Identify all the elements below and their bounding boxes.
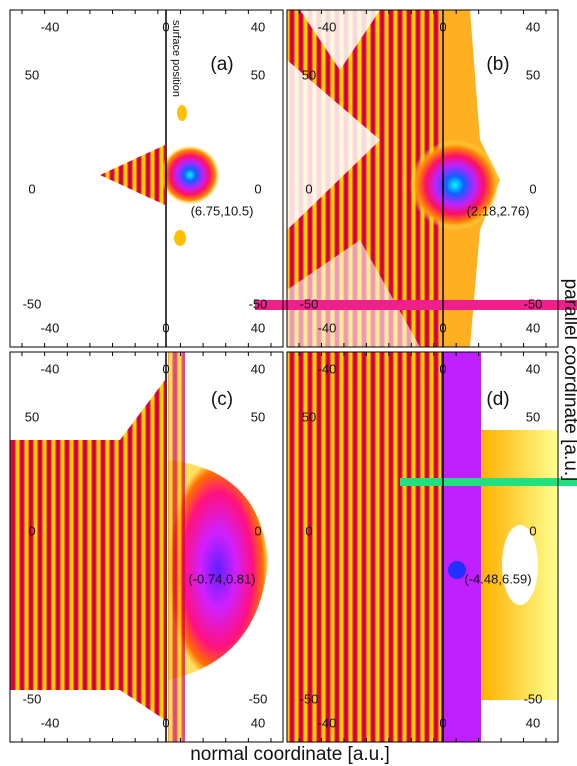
bottom-tick-label: 0 <box>162 715 169 730</box>
right-tick-label: 0 <box>254 181 261 196</box>
top-tick-label: 0 <box>162 19 169 34</box>
left-tick-label: 0 <box>305 181 312 196</box>
peak-coordinates: (-4.48,6.59) <box>464 571 531 586</box>
left-tick-label: -50 <box>300 691 319 706</box>
right-tick-label: 0 <box>529 523 536 538</box>
top-tick-label: 40 <box>251 361 265 376</box>
top-tick-label: 0 <box>439 361 446 376</box>
top-tick-label: -40 <box>41 361 60 376</box>
bottom-tick-label: -40 <box>41 715 60 730</box>
bottom-tick-label: 40 <box>526 320 540 335</box>
right-tick-label: 50 <box>251 409 265 424</box>
bottom-tick-label: -40 <box>318 320 337 335</box>
left-tick-label: 0 <box>28 523 35 538</box>
right-tick-label: -50 <box>524 296 543 311</box>
bottom-tick-label: -40 <box>318 715 337 730</box>
right-tick-label: -50 <box>524 691 543 706</box>
right-tick-label: 0 <box>254 523 261 538</box>
left-tick-label: 0 <box>28 181 35 196</box>
bottom-tick-label: 40 <box>526 715 540 730</box>
top-tick-label: 0 <box>439 19 446 34</box>
panel-frame <box>9 9 284 348</box>
left-tick-label: 50 <box>302 67 316 82</box>
peak-coordinates: (2.18,2.76) <box>467 203 530 218</box>
peak-coordinates: (6.75,10.5) <box>191 203 254 218</box>
panel-frame <box>286 9 559 348</box>
top-tick-label: -40 <box>318 361 337 376</box>
panel-frame <box>286 351 559 743</box>
right-tick-label: 50 <box>526 67 540 82</box>
bottom-tick-label: 0 <box>162 320 169 335</box>
panel-c-art <box>10 352 268 742</box>
right-tick-label: 0 <box>529 181 536 196</box>
panel-a-art <box>100 105 220 246</box>
overlay-bar <box>255 300 577 310</box>
top-tick-label: 40 <box>526 19 540 34</box>
left-tick-label: 0 <box>305 523 312 538</box>
top-tick-label: -40 <box>318 19 337 34</box>
panel-label: (c) <box>211 389 233 410</box>
left-tick-label: -50 <box>23 691 42 706</box>
left-tick-label: 50 <box>25 409 39 424</box>
top-tick-label: 40 <box>251 19 265 34</box>
y-axis-label: parallel coordinate [a.u.] <box>560 279 577 482</box>
left-tick-label: -50 <box>23 296 42 311</box>
x-axis-label: normal coordinate [a.u.] <box>190 744 390 765</box>
top-tick-label: -40 <box>41 19 60 34</box>
panel-label: (d) <box>486 389 509 410</box>
top-tick-label: 0 <box>162 361 169 376</box>
left-tick-label: 50 <box>302 409 316 424</box>
right-tick-label: 50 <box>251 67 265 82</box>
bottom-tick-label: 0 <box>439 715 446 730</box>
surface-annotation: surface position <box>170 20 182 97</box>
bottom-tick-label: -40 <box>41 320 60 335</box>
peak-coordinates: (-0.74,0.81) <box>188 571 255 586</box>
right-tick-label: -50 <box>249 296 268 311</box>
overlay-bar <box>400 478 577 486</box>
panel-label: (b) <box>486 54 509 75</box>
panel-b-art <box>287 10 500 347</box>
left-tick-label: -50 <box>300 296 319 311</box>
right-tick-label: 50 <box>526 409 540 424</box>
panel-label: (a) <box>210 54 233 75</box>
right-tick-label: -50 <box>249 691 268 706</box>
bottom-tick-label: 40 <box>251 320 265 335</box>
left-tick-label: 50 <box>25 67 39 82</box>
top-tick-label: 40 <box>526 361 540 376</box>
panel-d-art <box>287 352 558 742</box>
bottom-tick-label: 40 <box>251 715 265 730</box>
panel-frame <box>9 351 284 743</box>
bottom-tick-label: 0 <box>439 320 446 335</box>
